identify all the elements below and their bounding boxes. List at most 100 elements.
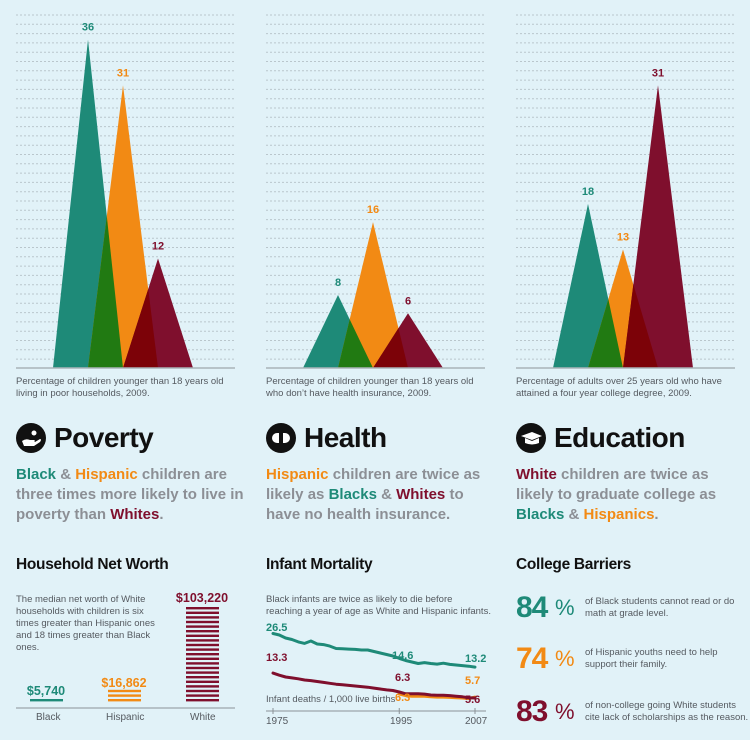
value-label-hispanic: 31 — [117, 67, 129, 79]
im-black-mid: 14.6 — [392, 650, 414, 662]
overlap-black-hispanic — [588, 249, 623, 368]
bar-stripe — [186, 676, 219, 679]
poverty-header: Poverty — [16, 420, 154, 456]
overlap-black-hispanic — [88, 85, 123, 368]
net-worth-bar-hispanic — [108, 689, 141, 702]
education-header: Education — [516, 420, 685, 456]
bar-stripe — [186, 662, 219, 665]
triangle-hispanic — [338, 222, 408, 368]
bar-stripe — [186, 639, 219, 642]
im-xtick-1995: 1995 — [390, 716, 413, 727]
bar-stripe — [186, 689, 219, 693]
barrier-black-text: of Black students cannot read or do math… — [585, 596, 735, 619]
im-ylabel: Infant deaths / 1,000 live births — [266, 694, 396, 705]
im-xtick-1975: 1975 — [266, 716, 289, 727]
value-label-black: 36 — [82, 22, 94, 34]
bar-stripe — [186, 694, 219, 697]
triangle-white — [623, 85, 693, 368]
overlap-hispanic-white — [373, 313, 408, 368]
health-header: Health — [266, 420, 387, 456]
health-chart-caption: Percentage of children younger than 18 y… — [266, 376, 474, 399]
hand-icon — [16, 423, 46, 453]
net-worth-title: Household Net Worth — [16, 556, 169, 573]
net-worth-bar-chart — [16, 607, 235, 709]
health-column: 8 16 6 Percentage of children younger than… — [250, 0, 500, 740]
value-label-hispanic: 16 — [367, 204, 379, 216]
bar-stripe — [186, 666, 219, 670]
bar-stripe — [186, 607, 219, 610]
value-label-black: 8 — [335, 277, 341, 289]
im-black-start: 26.5 — [266, 622, 288, 634]
net-worth-bar-white — [186, 607, 219, 702]
bar-stripe — [108, 699, 141, 702]
net-worth-label-hispanic: $16,862 — [101, 676, 147, 690]
poverty-title: Poverty — [54, 422, 154, 453]
infant-mortality-description: Black infants are twice as likely to die… — [266, 594, 491, 617]
bar-stripe — [186, 620, 219, 624]
bar-stripe — [186, 657, 219, 660]
net-worth-label-white: $103,220 — [175, 591, 229, 605]
value-label-black: 18 — [582, 186, 594, 198]
im-white-start: 13.3 — [266, 652, 288, 664]
bar-stripe — [186, 653, 219, 656]
barrier-hispanic: 74 % of Hispanic youths need to help sup… — [516, 639, 750, 679]
band-aid-icon — [266, 423, 296, 453]
value-label-hispanic: 13 — [617, 231, 629, 243]
poverty-chart-caption: Percentage of children younger than 18 y… — [16, 376, 224, 399]
im-xtick-2007: 2007 — [465, 716, 488, 727]
bar-stripe — [30, 699, 63, 702]
im-black-end: 13.2 — [465, 653, 487, 665]
net-worth-description: The median net worth of White households… — [16, 594, 155, 653]
im-white-end: 5.6 — [465, 694, 481, 706]
value-label-white: 12 — [152, 241, 164, 253]
im-white-mid: 6.3 — [395, 672, 411, 684]
poverty-column: 36 31 12 Percentage of children younger th… — [0, 0, 250, 740]
bar-stripe — [186, 611, 219, 614]
bar-stripe — [108, 694, 141, 697]
net-worth-bar-black — [30, 699, 63, 702]
im-hispanic-end: 5.7 — [465, 675, 481, 687]
graduation-cap-icon — [516, 423, 546, 453]
barrier-white-text: of non-college going White students cite… — [585, 700, 749, 723]
net-worth-axis-white: White — [190, 712, 216, 723]
net-worth-axis-hispanic: Hispanic — [106, 712, 145, 723]
poverty-lead: Black & Hispanic children are three time… — [16, 466, 244, 523]
infant-mortality-line-chart — [266, 632, 486, 714]
bar-stripe — [108, 689, 141, 693]
college-barriers-title: College Barriers — [516, 556, 631, 573]
bar-stripe — [186, 671, 219, 674]
education-triangle-chart: 18 13 31 — [516, 14, 735, 369]
net-worth-axis-black: Black — [36, 712, 61, 723]
barrier-white: 83 % of non-college going White students… — [516, 695, 749, 728]
health-lead: Hispanic children are twice as likely as… — [266, 466, 481, 523]
education-column: 18 13 31 Percentage of adults over 25 year… — [500, 0, 750, 740]
overlap-hispanic-white — [123, 258, 158, 368]
net-worth-label-black: $5,740 — [26, 684, 66, 698]
bar-stripe — [186, 648, 219, 651]
bar-stripe — [186, 643, 219, 647]
barrier-black: 84 % of Black students cannot read or do… — [516, 588, 750, 628]
barrier-white-value: 83 — [516, 695, 548, 728]
bar-stripe — [186, 616, 219, 619]
bar-stripe — [186, 699, 219, 702]
bar-stripe — [186, 630, 219, 633]
barrier-hispanic-value: 74 — [516, 642, 548, 675]
line-white — [271, 671, 477, 700]
line-black — [271, 632, 477, 669]
health-title: Health — [304, 422, 387, 453]
barrier-black-value: 84 — [516, 591, 548, 624]
poverty-triangle-chart: 36 31 12 — [16, 14, 235, 369]
bar-stripe — [186, 685, 219, 688]
bar-stripe — [186, 680, 219, 683]
education-chart-caption: Percentage of adults over 25 years old w… — [516, 376, 722, 399]
education-lead: White children are twice as likely to gr… — [516, 466, 717, 523]
bar-stripe — [186, 634, 219, 637]
infant-mortality-title: Infant Mortality — [266, 556, 373, 573]
health-triangle-chart: 8 16 6 — [266, 14, 485, 369]
value-label-white: 6 — [405, 295, 411, 307]
bar-stripe — [186, 625, 219, 628]
im-hispanic-start: 6.3 — [395, 692, 411, 704]
barrier-hispanic-text: of Hispanic youths need to help support … — [585, 647, 718, 670]
value-label-white: 31 — [652, 67, 664, 79]
education-title: Education — [554, 422, 685, 453]
